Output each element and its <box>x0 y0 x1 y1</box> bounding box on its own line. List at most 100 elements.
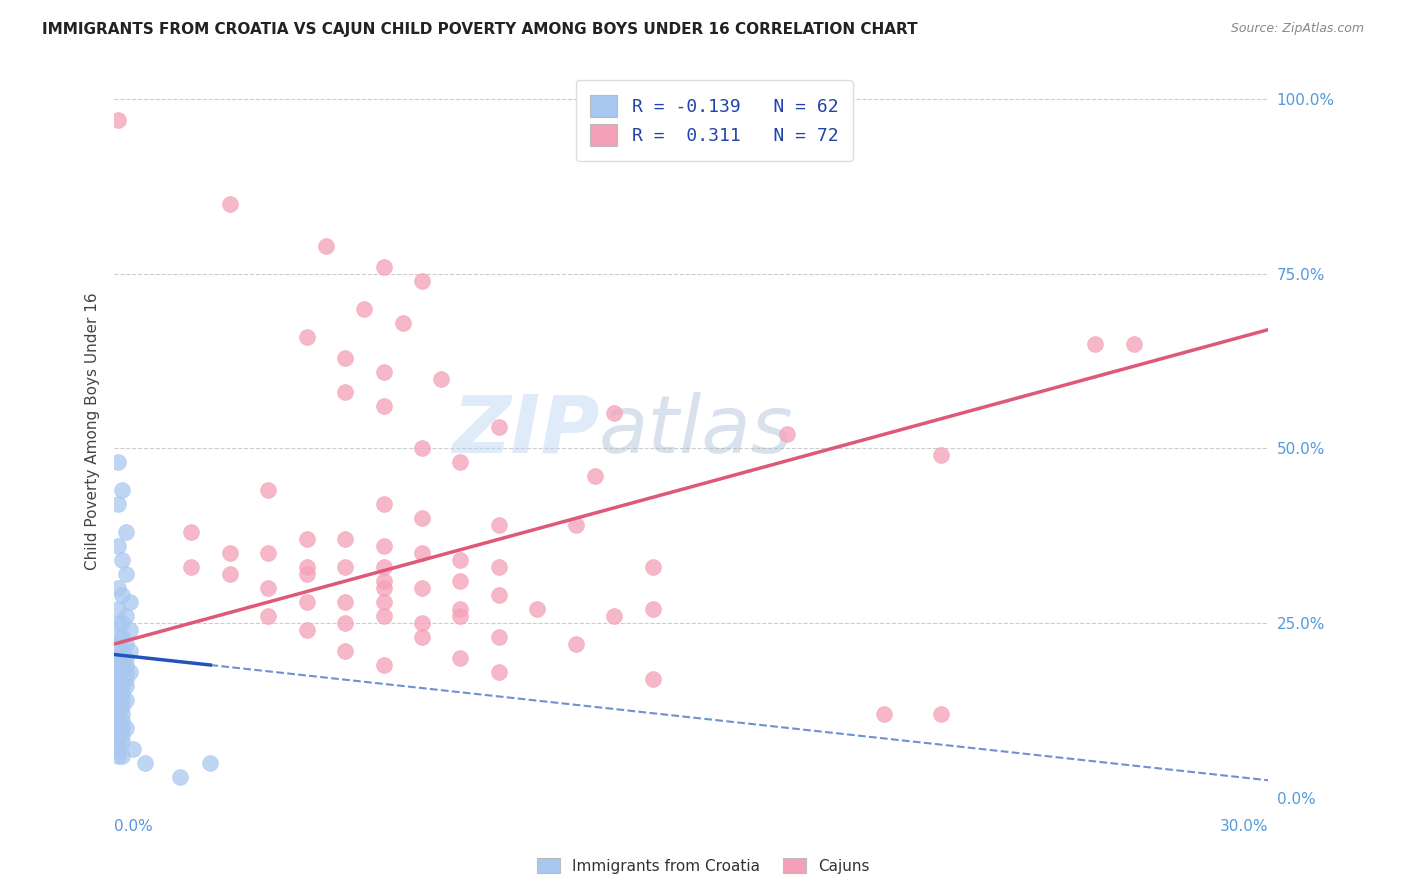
Point <box>107 728 129 742</box>
Point <box>641 672 664 686</box>
Point <box>114 665 136 679</box>
Point <box>449 574 471 589</box>
Text: ZIP: ZIP <box>451 392 599 470</box>
Point <box>107 700 129 714</box>
Point <box>373 260 395 274</box>
Point <box>373 574 395 589</box>
Point <box>114 525 136 540</box>
Point <box>449 553 471 567</box>
Point <box>1084 336 1107 351</box>
Point <box>180 525 202 540</box>
Point <box>111 693 134 707</box>
Point <box>122 742 145 756</box>
Point <box>373 497 395 511</box>
Point <box>488 588 510 602</box>
Point <box>114 672 136 686</box>
Point <box>111 658 134 673</box>
Point <box>114 609 136 624</box>
Point <box>111 665 134 679</box>
Text: atlas: atlas <box>599 392 794 470</box>
Point <box>107 742 129 756</box>
Point <box>373 400 395 414</box>
Point <box>373 581 395 595</box>
Point <box>111 700 134 714</box>
Point <box>257 483 280 498</box>
Point <box>107 539 129 553</box>
Point <box>257 546 280 560</box>
Text: 30.0%: 30.0% <box>1220 819 1268 834</box>
Point <box>107 748 129 763</box>
Point <box>200 756 222 770</box>
Point <box>333 616 356 631</box>
Point <box>641 560 664 574</box>
Point <box>488 560 510 574</box>
Y-axis label: Child Poverty Among Boys Under 16: Child Poverty Among Boys Under 16 <box>86 292 100 570</box>
Point <box>114 658 136 673</box>
Point <box>111 644 134 658</box>
Point <box>1122 336 1144 351</box>
Point <box>373 539 395 553</box>
Point <box>257 609 280 624</box>
Point <box>107 616 129 631</box>
Point <box>931 706 953 721</box>
Point <box>411 442 433 456</box>
Point <box>603 407 626 421</box>
Point <box>111 588 134 602</box>
Point <box>411 511 433 525</box>
Point <box>114 721 136 735</box>
Point <box>430 371 453 385</box>
Point <box>107 581 129 595</box>
Point <box>315 238 337 252</box>
Point <box>107 714 129 728</box>
Point <box>391 316 413 330</box>
Point <box>333 385 356 400</box>
Point <box>111 553 134 567</box>
Point <box>373 365 395 379</box>
Point <box>218 546 240 560</box>
Point <box>411 581 433 595</box>
Point <box>603 609 626 624</box>
Point <box>107 679 129 693</box>
Point <box>565 518 588 533</box>
Point <box>411 274 433 288</box>
Point <box>583 469 606 483</box>
Point <box>107 665 129 679</box>
Point <box>411 630 433 644</box>
Point <box>111 714 134 728</box>
Point <box>107 735 129 749</box>
Point <box>449 609 471 624</box>
Legend: R = -0.139   N = 62, R =  0.311   N = 72: R = -0.139 N = 62, R = 0.311 N = 72 <box>576 80 853 161</box>
Point <box>111 616 134 631</box>
Point <box>333 560 356 574</box>
Point <box>488 665 510 679</box>
Point <box>107 602 129 616</box>
Point <box>333 644 356 658</box>
Point <box>295 567 318 582</box>
Point <box>118 595 141 609</box>
Point <box>333 533 356 547</box>
Text: Source: ZipAtlas.com: Source: ZipAtlas.com <box>1230 22 1364 36</box>
Point <box>107 706 129 721</box>
Point <box>565 637 588 651</box>
Text: IMMIGRANTS FROM CROATIA VS CAJUN CHILD POVERTY AMONG BOYS UNDER 16 CORRELATION C: IMMIGRANTS FROM CROATIA VS CAJUN CHILD P… <box>42 22 918 37</box>
Point <box>118 644 141 658</box>
Point <box>488 420 510 434</box>
Point <box>114 679 136 693</box>
Point <box>107 455 129 469</box>
Point <box>295 329 318 343</box>
Point <box>488 518 510 533</box>
Point <box>411 546 433 560</box>
Point <box>295 533 318 547</box>
Point <box>411 616 433 631</box>
Point <box>107 637 129 651</box>
Point <box>111 728 134 742</box>
Point <box>333 351 356 365</box>
Point <box>114 567 136 582</box>
Point <box>111 483 134 498</box>
Point <box>353 301 375 316</box>
Text: 0.0%: 0.0% <box>114 819 153 834</box>
Point <box>180 560 202 574</box>
Point <box>107 693 129 707</box>
Point <box>526 602 548 616</box>
Point <box>449 651 471 665</box>
